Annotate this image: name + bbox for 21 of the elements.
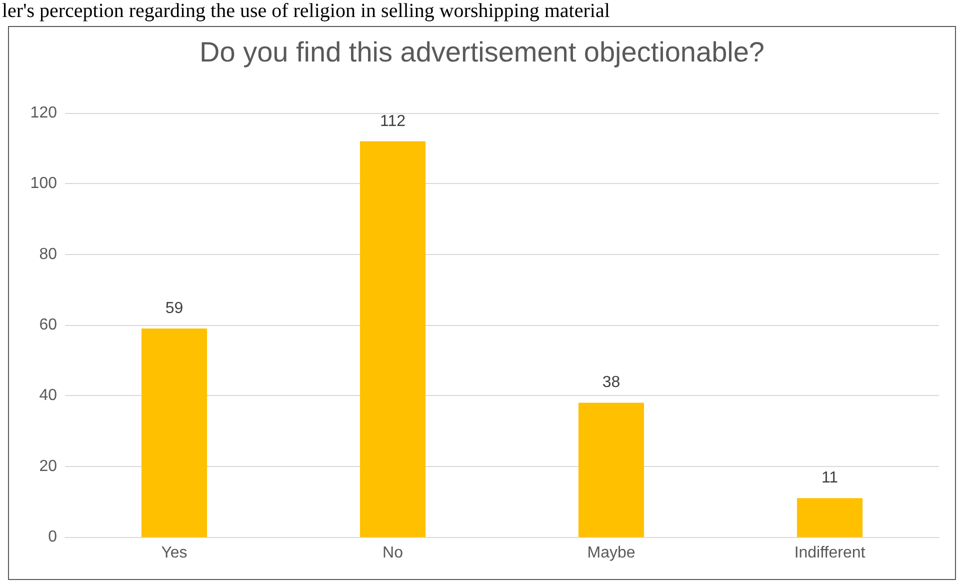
- y-tick-label: 0: [48, 528, 58, 546]
- y-tick-label: 100: [30, 175, 58, 192]
- x-tick-label: Maybe: [587, 544, 636, 562]
- y-tick-label: 60: [39, 316, 58, 334]
- y-tick-label: 120: [30, 104, 58, 122]
- x-tick-label: Yes: [161, 544, 188, 562]
- y-tick-label: 80: [39, 246, 58, 263]
- y-tick-label: 20: [39, 458, 58, 475]
- data-label: 112: [380, 112, 406, 130]
- x-tick-label: No: [382, 544, 404, 562]
- text: ler's perception regarding the use of religion in selling worshipping material: [2, 0, 610, 23]
- bar: [360, 141, 426, 537]
- bar: [141, 328, 208, 537]
- bar: [578, 402, 644, 537]
- data-label: 11: [821, 470, 838, 487]
- data-label: 38: [602, 374, 620, 392]
- y-tick-label: 40: [39, 387, 58, 404]
- bar: [796, 498, 863, 537]
- x-tick-label: Indifferent: [794, 544, 866, 562]
- data-label: 59: [165, 300, 184, 318]
- chart-title: Do you find this advertisement objectionable?: [199, 36, 765, 68]
